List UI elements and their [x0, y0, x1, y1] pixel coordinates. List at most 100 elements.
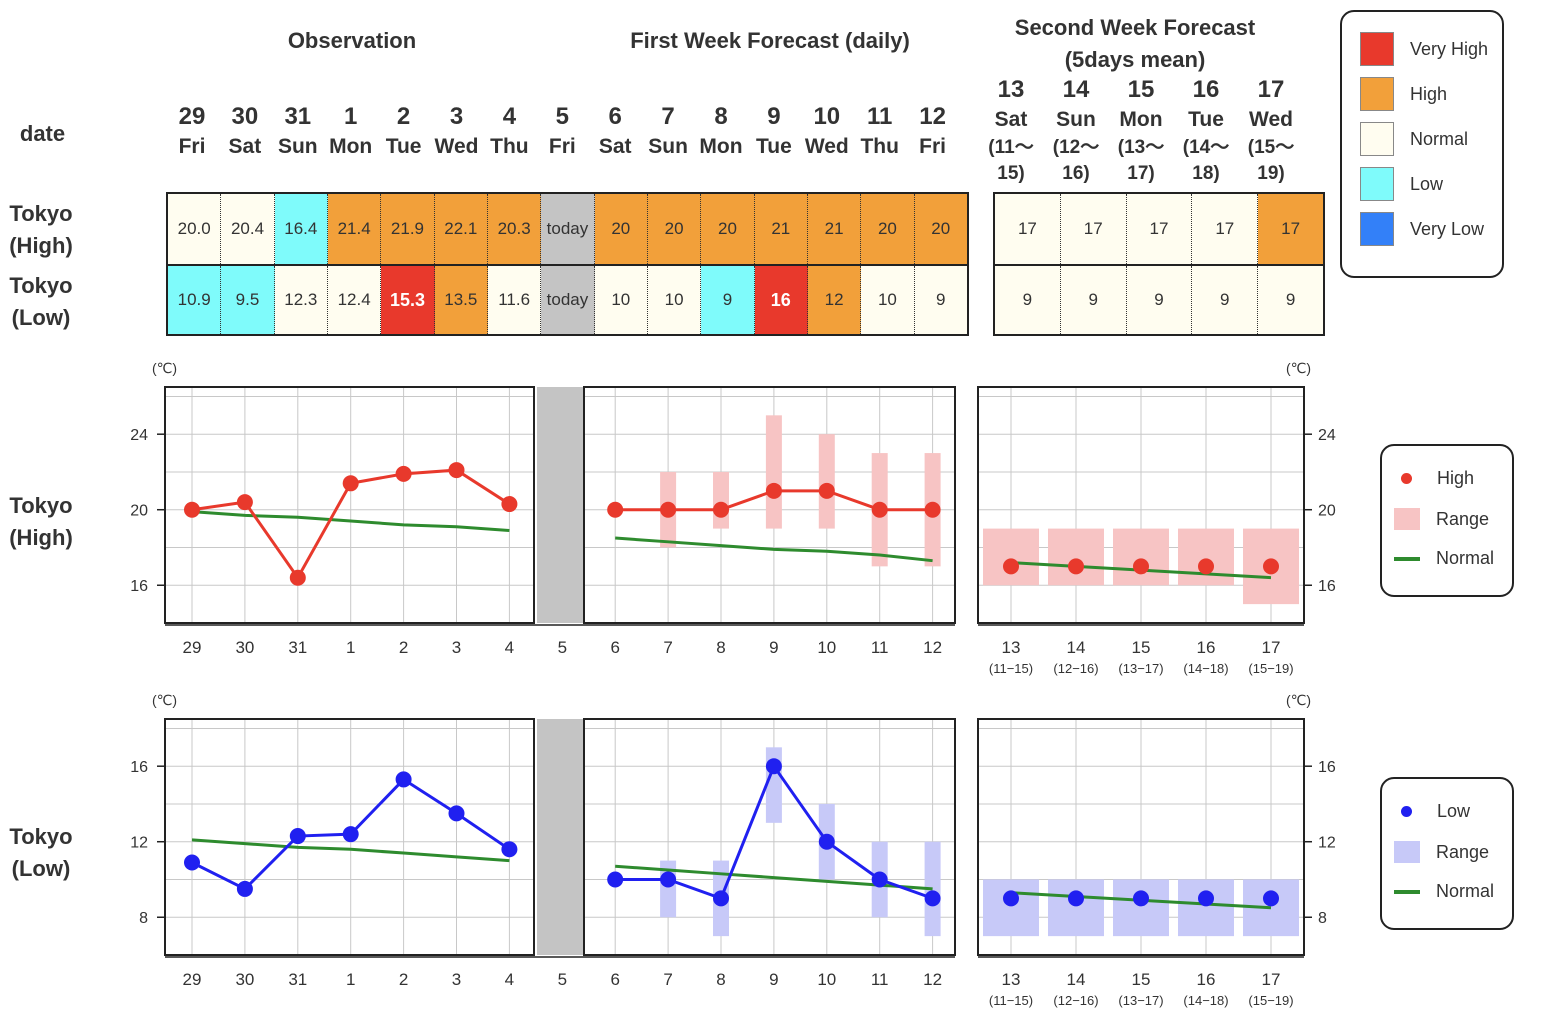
legend-point-symbol: [1401, 806, 1412, 817]
legend-point: Low: [1392, 801, 1470, 822]
legend-range: Range: [1392, 508, 1489, 530]
week2-date-col-14: 14 Sun (12〜 16): [1044, 75, 1108, 187]
date-weekday: Fri: [178, 135, 206, 158]
date-number: 7: [661, 103, 675, 130]
normal-line-forecast: [615, 536, 933, 563]
date-range-start: (14〜: [1182, 137, 1230, 158]
x-tick-label: 12: [923, 970, 942, 989]
week2-range-bar: [1113, 528, 1169, 586]
high-cell: 21.4: [327, 194, 382, 264]
legend-item-veryhigh: Very High: [1360, 32, 1488, 66]
high-cell: 20: [914, 194, 967, 264]
week2-date-col-13: 13 Sat (11〜 15): [979, 75, 1043, 187]
high-cell: 21: [807, 194, 862, 264]
table-high-label: Tokyo (High): [0, 198, 82, 262]
legend-range-symbol: [1394, 841, 1420, 863]
x-tick-range-label: (14−18): [1183, 661, 1228, 676]
high-cell: 21.9: [381, 194, 435, 264]
high-cell: 21: [754, 194, 808, 264]
legend-item-verylow: Very Low: [1360, 212, 1484, 246]
date-range-end: 18): [1192, 163, 1220, 184]
x-tick-label: 29: [183, 638, 202, 657]
y-tick-label-right: 20: [1318, 503, 1336, 520]
legend-item-low: Low: [1360, 167, 1443, 201]
low-chart-legend: Low Range Normal: [1380, 777, 1514, 930]
date-row-label: date: [19, 121, 66, 146]
legend-range: Range: [1392, 841, 1489, 863]
forecast-point: [818, 833, 835, 850]
x-tick-label: 6: [610, 638, 619, 657]
legend-label: Very High: [1410, 38, 1489, 59]
normal-line-observed: [191, 838, 510, 863]
low-cell: 10.9: [168, 266, 222, 334]
forecast-point: [871, 871, 888, 888]
legend-normal: Normal: [1392, 548, 1494, 569]
low-cell: 12.3: [274, 266, 328, 334]
date-range-start: (12〜: [1052, 137, 1100, 158]
high-cell: 20: [701, 194, 755, 264]
x-tick-label: 3: [452, 638, 461, 657]
today-band: [537, 719, 584, 955]
high-cell: 20: [594, 194, 648, 264]
forecast-point: [607, 501, 624, 518]
legend-normal-symbol: [1394, 556, 1420, 561]
low-cell: 16: [754, 266, 808, 334]
date-weekday: Mon: [699, 135, 743, 158]
x-tick-label: 29: [183, 970, 202, 989]
x-tick-label: 30: [235, 638, 254, 657]
date-weekday: Fri: [919, 135, 947, 158]
x-tick-label: 15: [1132, 970, 1151, 989]
date-number: 6: [608, 103, 622, 130]
x-tick-label: 12: [923, 638, 942, 657]
second-week-subtitle: (5days mean): [1064, 47, 1206, 72]
high-cell: 22.1: [434, 194, 488, 264]
x-tick-label: 4: [505, 638, 514, 657]
date-weekday: Tue: [756, 135, 792, 158]
low-cell: 11.6: [487, 266, 542, 334]
second-week-title: Second Week Forecast: [1014, 15, 1256, 40]
table-high-label-2: (High): [9, 233, 73, 258]
chart-high-label-1: Tokyo: [9, 493, 73, 518]
y-tick-label-right: 8: [1318, 910, 1327, 927]
week2-low-cell: 9: [1126, 266, 1193, 334]
x-tick-label: 16: [1197, 638, 1216, 657]
forecast-point: [607, 871, 624, 888]
date-col-2: 2 Tue: [377, 102, 431, 162]
low-cell: 10: [861, 266, 915, 334]
date-number: 15: [1127, 76, 1155, 103]
week2-point: [1133, 890, 1149, 907]
x-tick-label: 7: [663, 638, 672, 657]
x-tick-label: 31: [288, 970, 307, 989]
forecast-point: [871, 501, 888, 518]
forecast-range-bar: [713, 471, 729, 529]
observed-point: [395, 465, 412, 482]
date-col-30: 30 Sat: [218, 102, 272, 162]
category-legend: Very High High Normal Low Very Low: [1340, 10, 1504, 278]
y-tick-label-right: 12: [1318, 835, 1336, 852]
table-low-label: Tokyo (Low): [0, 270, 82, 334]
legend-normal-label: Normal: [1436, 881, 1495, 901]
week2-point: [1133, 558, 1149, 575]
y-tick-label-left: 20: [130, 503, 148, 520]
week2-low-cell: 9: [1258, 266, 1323, 334]
date-weekday: Sat: [228, 135, 262, 158]
week2-high-cell: 17: [1060, 194, 1127, 264]
date-number: 30: [231, 103, 259, 130]
x-tick-label: 4: [505, 970, 514, 989]
x-tick-range-label: (11−15): [989, 993, 1033, 1008]
date-col-1: 1 Mon: [324, 102, 378, 162]
chart-low-label-2: (Low): [11, 856, 71, 881]
legend-point-label: High: [1437, 468, 1475, 488]
x-tick-label: 16: [1197, 970, 1216, 989]
x-tick-label: 15: [1132, 638, 1151, 657]
observed-point: [342, 475, 359, 492]
legend-range-symbol: [1394, 508, 1420, 530]
unit-label-right: (℃): [1286, 692, 1311, 708]
table-low-label-2: (Low): [11, 305, 71, 330]
week2-date-col-16: 16 Tue (14〜 18): [1174, 75, 1238, 187]
low-cell: 10: [647, 266, 702, 334]
x-tick-range-label: (11−15): [989, 661, 1033, 676]
x-tick-label: 5: [558, 638, 567, 657]
date-number: 14: [1062, 76, 1090, 103]
